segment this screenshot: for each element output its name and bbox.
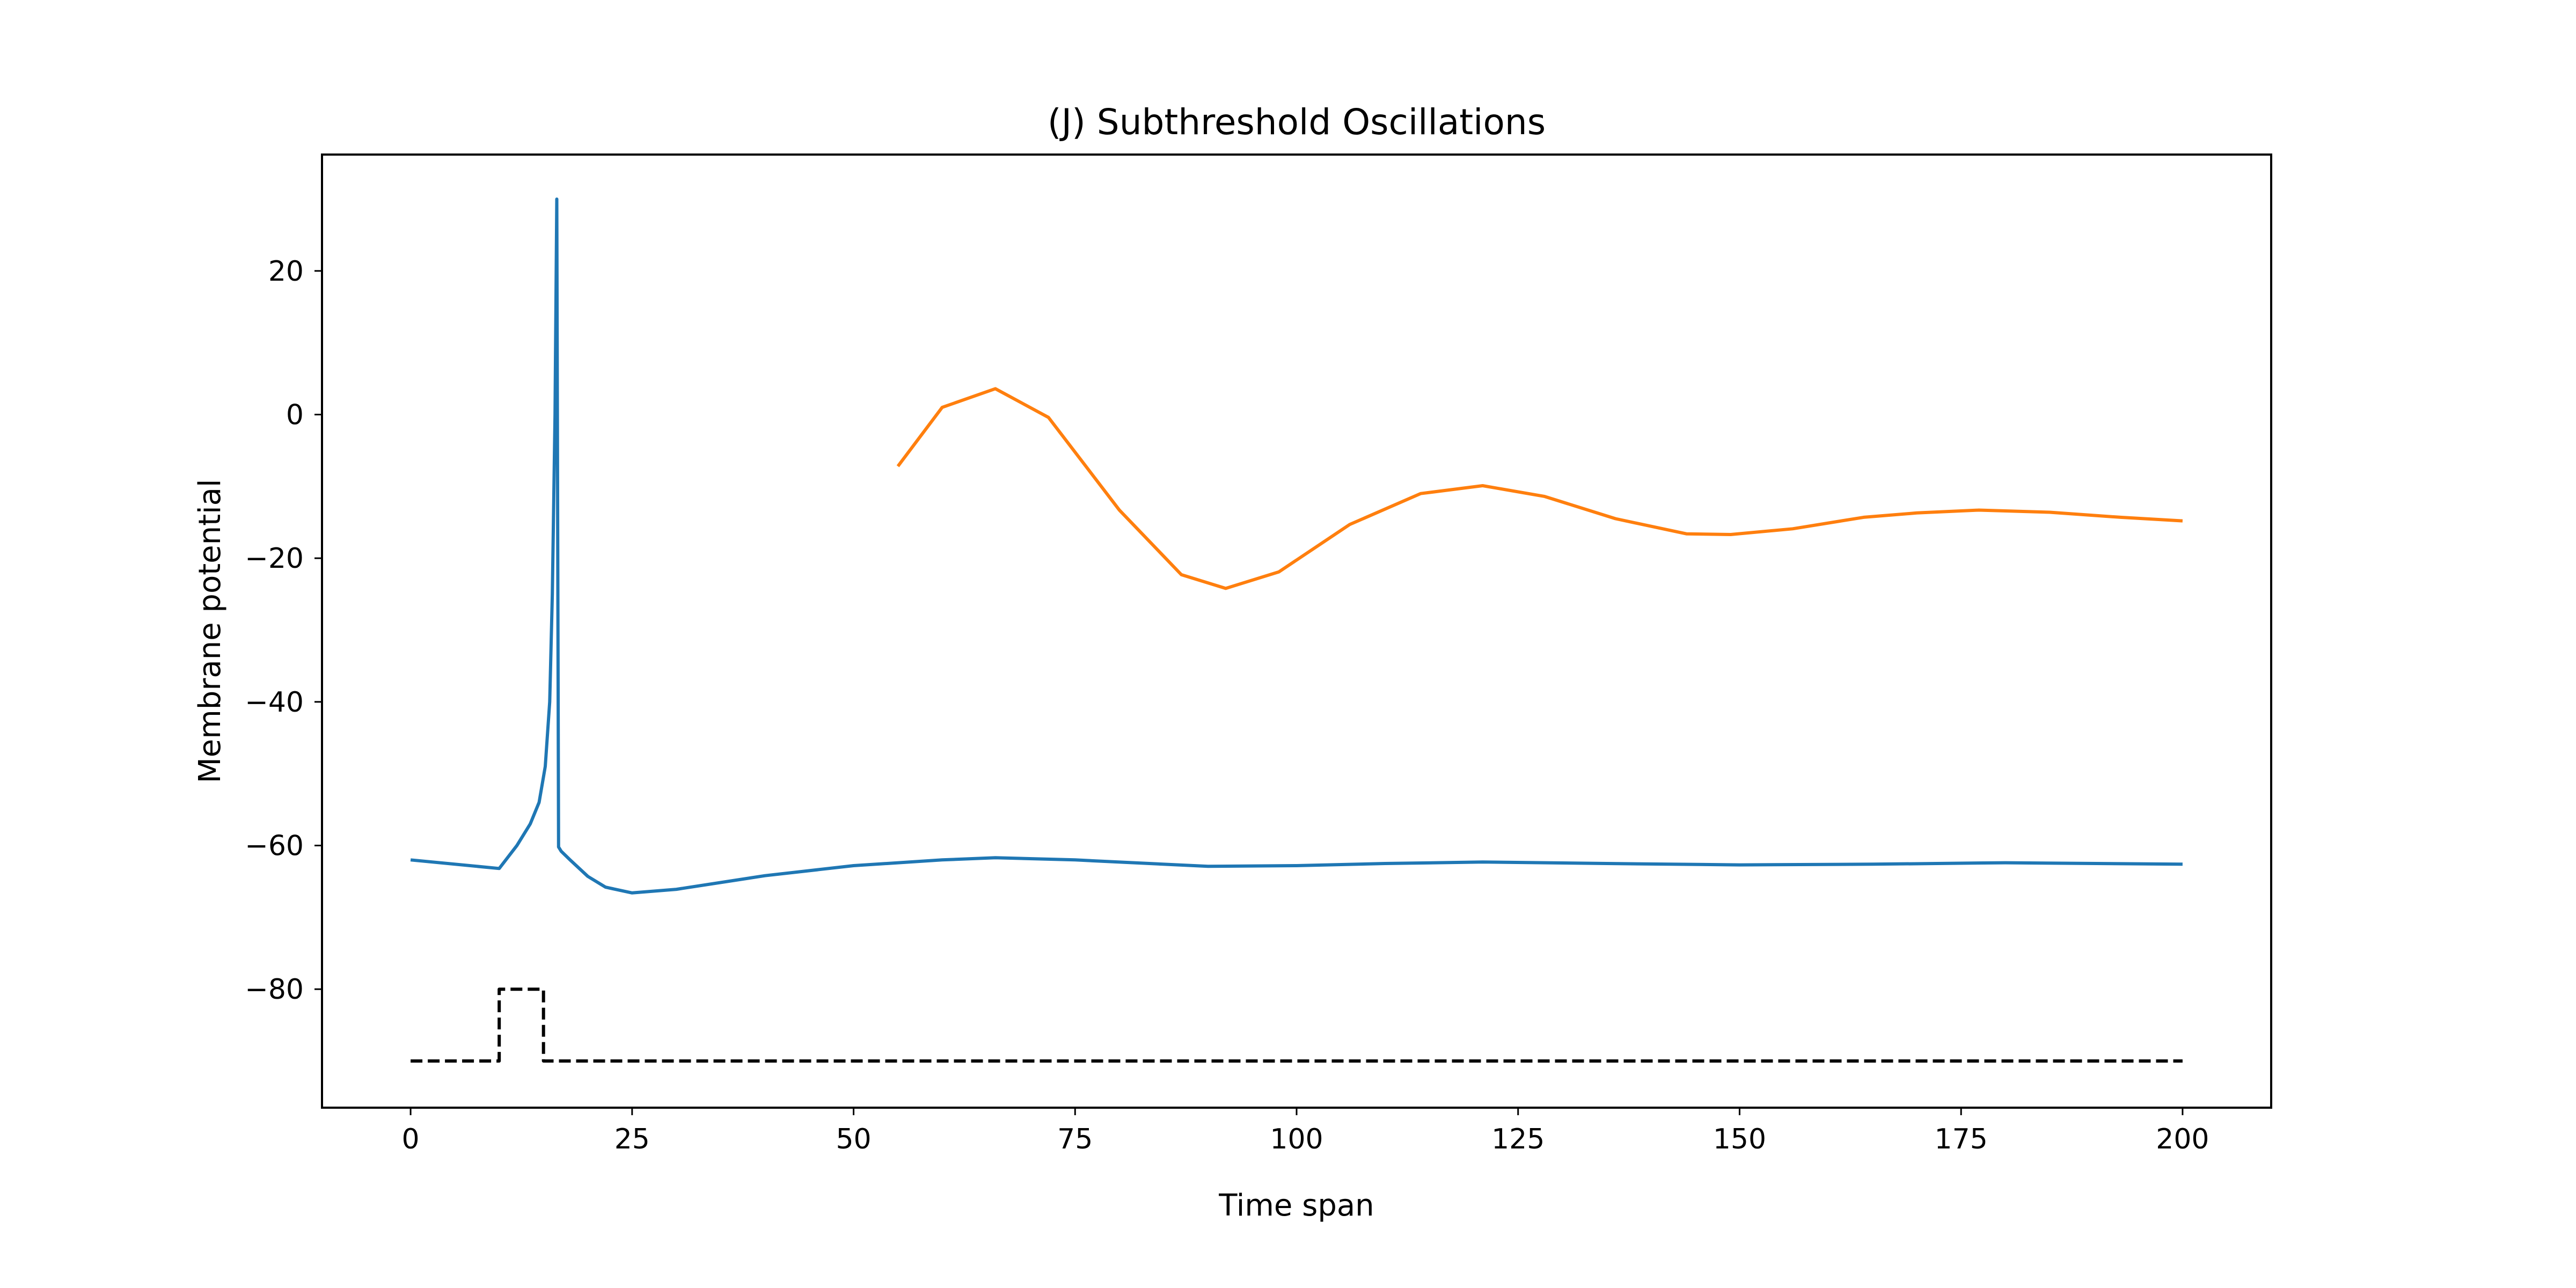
y-tick-label: −80 — [245, 974, 304, 1006]
y-tick-label: 20 — [268, 255, 304, 288]
y-tick-label: 0 — [286, 399, 304, 431]
y-axis-label: Membrane potential — [193, 479, 228, 783]
x-tick-label: 100 — [1270, 1123, 1323, 1155]
series-line-1 — [410, 197, 2183, 895]
x-tick-label: 75 — [1057, 1123, 1093, 1155]
x-tick-label: 200 — [2156, 1123, 2209, 1155]
x-tick-label: 50 — [836, 1123, 871, 1155]
chart-title: (J) Subthreshold Oscillations — [1048, 101, 1546, 143]
series-line-3 — [411, 987, 2183, 1063]
x-tick-label: 0 — [402, 1123, 420, 1155]
y-tick-label: −40 — [245, 686, 304, 719]
x-tick-label: 125 — [1491, 1123, 1545, 1155]
x-tick-label: 175 — [1935, 1123, 1988, 1155]
series-layer — [410, 197, 2183, 1063]
y-axis: −80 −60 −40 −20 0 20 — [245, 255, 322, 1006]
x-axis: 0 25 50 75 100 125 150 175 200 — [402, 1108, 2209, 1155]
plot-area-frame — [321, 153, 2272, 1109]
y-tick-label: −60 — [245, 830, 304, 862]
y-tick-label: −20 — [245, 543, 304, 575]
x-axis-label: Time span — [1218, 1188, 1374, 1223]
x-tick-label: 25 — [614, 1123, 650, 1155]
series-line-2 — [896, 387, 2183, 590]
x-tick-label: 150 — [1713, 1123, 1766, 1155]
